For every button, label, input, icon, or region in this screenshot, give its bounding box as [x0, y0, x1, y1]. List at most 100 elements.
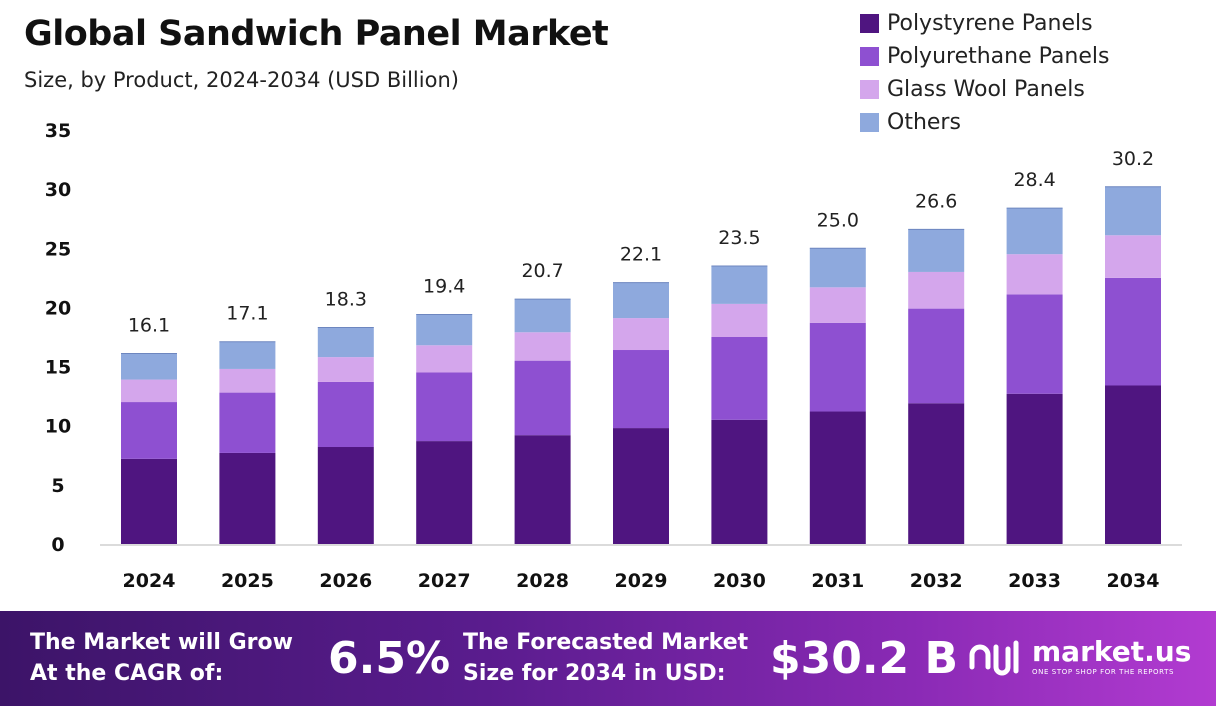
forecast-label-line1: The Forecasted Market — [463, 630, 749, 655]
legend-label-glass-wool: Glass Wool Panels — [887, 77, 1085, 102]
brand-name: market.us — [1032, 635, 1192, 668]
bar-segment-glass-wool-panels — [711, 303, 768, 337]
bar-segment-others — [711, 266, 768, 304]
x-tick-label: 2027 — [418, 570, 471, 592]
x-tick-label: 2029 — [615, 570, 668, 592]
legend-swatch-glass-wool — [860, 80, 879, 99]
y-tick-label: 15 — [45, 357, 71, 379]
market-us-logo: market.us ONE STOP SHOP FOR THE REPORTS — [968, 637, 1191, 677]
bar-segment-polystyrene-panels — [514, 435, 571, 544]
bar-segment-polyurethane-panels — [613, 350, 669, 429]
forecast-value: $30.2 B — [770, 633, 959, 684]
x-tick-label: 2024 — [123, 570, 176, 592]
bar-segment-polystyrene-panels — [317, 447, 374, 544]
bar-segment-glass-wool-panels — [1105, 235, 1161, 278]
bar-segment-polyurethane-panels — [514, 360, 571, 436]
bar-segment-polystyrene-panels — [219, 452, 276, 544]
summary-banner: The Market will Grow At the CAGR of: 6.5… — [0, 611, 1216, 706]
bar-segment-polyurethane-panels — [121, 402, 177, 459]
forecast-label-line2: Size for 2034 in USD: — [463, 661, 726, 686]
x-tick-label: 2030 — [713, 570, 766, 592]
bar-segment-polystyrene-panels — [711, 419, 768, 544]
x-tick-label: 2031 — [811, 570, 864, 592]
bar-total-label: 26.6 — [915, 190, 957, 212]
legend-item-polyurethane: Polyurethane Panels — [860, 40, 1210, 73]
bar-segment-others — [514, 299, 571, 333]
bar-segment-polyurethane-panels — [1006, 294, 1063, 394]
y-tick-label: 20 — [45, 297, 71, 319]
x-tick-label: 2034 — [1107, 570, 1160, 592]
bar-segment-glass-wool-panels — [317, 357, 374, 382]
cagr-label: The Market will Grow At the CAGR of: — [30, 627, 293, 689]
x-tick-label: 2028 — [516, 570, 569, 592]
legend-label-polyurethane: Polyurethane Panels — [887, 44, 1110, 69]
bar-total-label: 23.5 — [718, 227, 760, 249]
legend-swatch-others — [860, 113, 879, 132]
bar-total-label: 17.1 — [226, 303, 268, 325]
bar-segment-polyurethane-panels — [1105, 277, 1161, 386]
legend-swatch-polyurethane — [860, 47, 879, 66]
cagr-label-line2: At the CAGR of: — [30, 661, 224, 686]
bar-segment-others — [908, 229, 965, 272]
bar-segment-polyurethane-panels — [809, 322, 866, 412]
bar-segment-polyurethane-panels — [416, 372, 473, 442]
y-tick-label: 10 — [45, 416, 71, 438]
bar-segment-polyurethane-panels — [711, 337, 768, 420]
bar-segment-others — [809, 248, 866, 288]
legend-item-glass-wool: Glass Wool Panels — [860, 73, 1210, 106]
bar-segment-glass-wool-panels — [908, 271, 965, 309]
bar-segment-others — [1006, 208, 1063, 255]
bar-segment-others — [613, 282, 669, 319]
forecast-label: The Forecasted Market Size for 2034 in U… — [463, 627, 748, 689]
bar-total-label: 20.7 — [521, 260, 563, 282]
brand-tagline: ONE STOP SHOP FOR THE REPORTS — [1032, 668, 1175, 676]
legend-label-others: Others — [887, 110, 961, 135]
chart-title: Global Sandwich Panel Market — [24, 14, 609, 54]
bar-segment-glass-wool-panels — [121, 379, 177, 403]
bar-total-label: 25.0 — [817, 209, 859, 231]
bar-segment-polystyrene-panels — [121, 458, 177, 544]
bar-segment-polystyrene-panels — [416, 441, 473, 544]
bar-segment-glass-wool-panels — [809, 287, 866, 323]
bar-segment-polystyrene-panels — [613, 428, 669, 544]
bar-segment-polystyrene-panels — [908, 403, 965, 544]
bar-segment-others — [317, 327, 374, 358]
bar-total-label: 22.1 — [620, 244, 662, 266]
y-tick-label: 0 — [51, 534, 64, 556]
legend-item-polystyrene: Polystyrene Panels — [860, 7, 1210, 40]
bar-segment-others — [121, 353, 177, 380]
stacked-bar-chart: 0510152025303516.1202417.1202518.3202619… — [45, 120, 1182, 592]
bar-total-label: 16.1 — [128, 315, 170, 337]
bar-segment-glass-wool-panels — [613, 318, 669, 351]
bar-total-label: 19.4 — [423, 276, 465, 298]
bar-total-label: 30.2 — [1112, 148, 1154, 170]
bar-segment-polyurethane-panels — [219, 392, 276, 453]
chart-subtitle: Size, by Product, 2024-2034 (USD Billion… — [24, 68, 459, 92]
cagr-value: 6.5% — [328, 633, 451, 684]
bar-segment-glass-wool-panels — [1006, 254, 1063, 295]
y-tick-label: 30 — [45, 179, 71, 201]
legend-swatch-polystyrene — [860, 14, 879, 33]
legend-item-others: Others — [860, 106, 1210, 139]
market-us-logo-icon — [969, 640, 1019, 676]
bar-segment-others — [1105, 186, 1161, 236]
bar-segment-glass-wool-panels — [514, 332, 571, 361]
x-tick-label: 2026 — [319, 570, 372, 592]
bar-segment-polystyrene-panels — [1105, 385, 1161, 544]
y-tick-label: 35 — [45, 120, 71, 142]
chart-legend: Polystyrene Panels Polyurethane Panels G… — [860, 7, 1210, 139]
y-tick-label: 25 — [45, 238, 71, 260]
legend-label-polystyrene: Polystyrene Panels — [887, 11, 1093, 36]
bar-segment-glass-wool-panels — [219, 368, 276, 393]
bar-segment-polyurethane-panels — [317, 381, 374, 448]
cagr-label-line1: The Market will Grow — [30, 630, 293, 655]
bar-segment-glass-wool-panels — [416, 345, 473, 373]
x-tick-label: 2032 — [910, 570, 963, 592]
bar-segment-polyurethane-panels — [908, 308, 965, 404]
x-tick-label: 2033 — [1008, 570, 1061, 592]
bar-total-label: 18.3 — [325, 289, 367, 311]
bar-segment-polystyrene-panels — [809, 411, 866, 544]
bar-segment-others — [219, 341, 276, 369]
x-tick-label: 2025 — [221, 570, 274, 592]
bar-segment-polystyrene-panels — [1006, 393, 1063, 544]
